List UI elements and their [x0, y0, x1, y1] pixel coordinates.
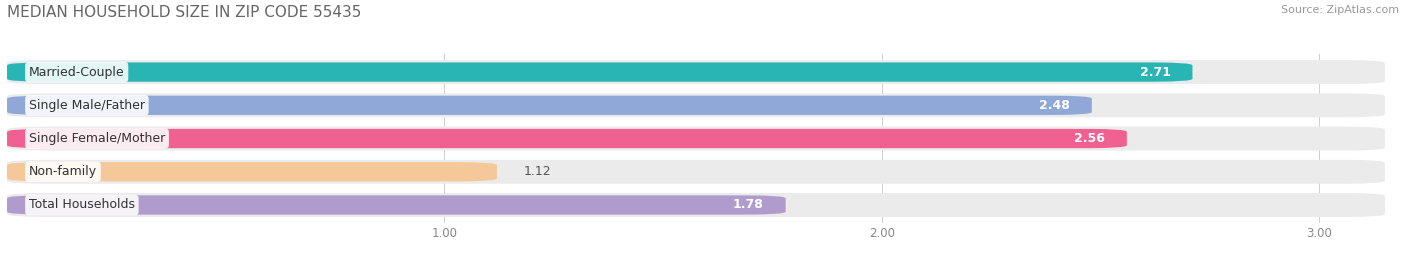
Text: 2.56: 2.56: [1074, 132, 1105, 145]
FancyBboxPatch shape: [7, 195, 786, 215]
Text: Total Households: Total Households: [30, 199, 135, 211]
Text: MEDIAN HOUSEHOLD SIZE IN ZIP CODE 55435: MEDIAN HOUSEHOLD SIZE IN ZIP CODE 55435: [7, 5, 361, 20]
Text: 2.71: 2.71: [1140, 66, 1171, 79]
FancyBboxPatch shape: [7, 62, 1192, 82]
FancyBboxPatch shape: [7, 93, 1385, 117]
Text: 1.12: 1.12: [523, 165, 551, 178]
Text: 2.48: 2.48: [1039, 99, 1070, 112]
FancyBboxPatch shape: [7, 160, 1385, 184]
Text: 1.78: 1.78: [733, 199, 763, 211]
FancyBboxPatch shape: [7, 193, 1385, 217]
Text: Source: ZipAtlas.com: Source: ZipAtlas.com: [1281, 5, 1399, 15]
Text: Single Female/Mother: Single Female/Mother: [30, 132, 165, 145]
Text: Non-family: Non-family: [30, 165, 97, 178]
Text: Single Male/Father: Single Male/Father: [30, 99, 145, 112]
FancyBboxPatch shape: [7, 96, 1092, 115]
FancyBboxPatch shape: [7, 162, 496, 181]
FancyBboxPatch shape: [7, 60, 1385, 84]
Text: Married-Couple: Married-Couple: [30, 66, 125, 79]
FancyBboxPatch shape: [7, 127, 1385, 150]
FancyBboxPatch shape: [7, 129, 1126, 148]
